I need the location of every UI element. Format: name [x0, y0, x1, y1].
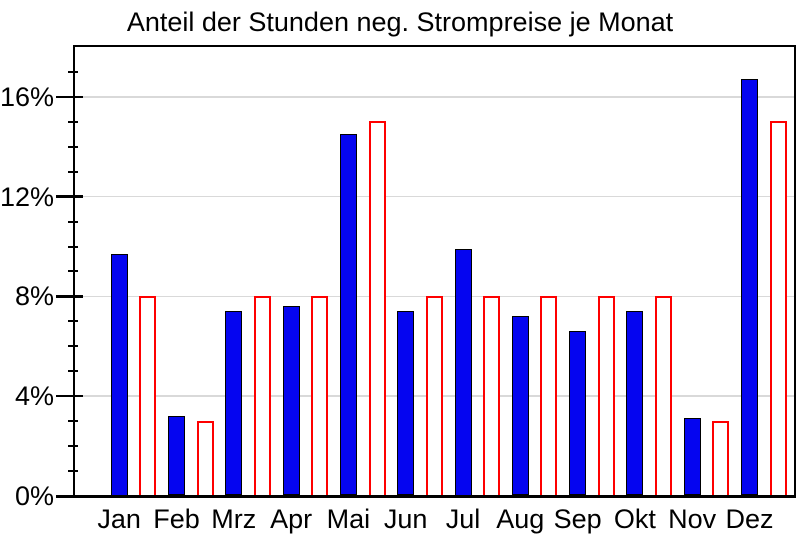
- bar-feb-red-outline: [196, 420, 214, 498]
- x-tick-label-mai: Mai: [326, 504, 371, 534]
- y-tick-minor-15: [68, 120, 78, 123]
- y-tick-major-12: [56, 195, 83, 198]
- bar-mai-blue-solid: [339, 133, 357, 496]
- y-tick-minor-17: [68, 70, 78, 73]
- x-tick-label-aug: Aug: [496, 504, 545, 534]
- y-tick-minor-13: [68, 170, 78, 173]
- x-tick-label-feb: Feb: [153, 504, 200, 534]
- bar-jun-red-outline: [425, 295, 443, 498]
- x-tick-label-apr: Apr: [270, 504, 313, 534]
- bar-jun-blue-solid: [397, 310, 415, 496]
- bar-dez-blue-solid: [741, 78, 758, 496]
- bar-mai-red-outline: [368, 121, 386, 498]
- y-tick-minor-5: [68, 370, 78, 373]
- bar-dez-red-outline: [769, 121, 787, 498]
- bar-nov-blue-solid: [683, 418, 701, 496]
- y-tick-minor-6: [68, 345, 78, 348]
- bar-apr-red-outline: [311, 295, 329, 498]
- chart-title: Anteil der Stunden neg. Strompreise je M…: [126, 7, 674, 37]
- y-tick-major-4: [56, 394, 83, 398]
- bar-okt-red-outline: [655, 295, 672, 498]
- bar-feb-blue-solid: [168, 415, 185, 496]
- x-tick-label-jul: Jul: [445, 504, 481, 534]
- x-tick-label-jan: Jan: [97, 504, 141, 534]
- bar-sep-blue-solid: [569, 330, 587, 496]
- y-tick-label-8: 8%: [14, 281, 54, 312]
- y-tick-major-0: [56, 494, 83, 498]
- bar-aug-blue-solid: [511, 315, 529, 496]
- bar-okt-blue-solid: [626, 310, 644, 496]
- y-tick-minor-7: [68, 320, 78, 323]
- bar-jul-red-outline: [483, 295, 501, 498]
- y-tick-major-8: [56, 295, 83, 298]
- x-tick-label-mrz: Mrz: [211, 504, 257, 534]
- y-tick-minor-2: [68, 445, 78, 448]
- x-tick-label-jun: Jun: [383, 504, 428, 534]
- gridline-16pct: [76, 96, 794, 98]
- x-tick-label-okt: Okt: [613, 504, 656, 534]
- y-tick-minor-10: [68, 245, 78, 248]
- x-tick-label-sep: Sep: [553, 504, 602, 534]
- gridline-12pct: [76, 195, 794, 198]
- x-tick-label-nov: Nov: [668, 504, 717, 534]
- y-tick-minor-3: [68, 420, 78, 423]
- y-tick-minor-1: [68, 470, 78, 473]
- y-tick-label-4: 4%: [14, 381, 54, 412]
- bar-mrz-red-outline: [253, 295, 271, 498]
- y-tick-label-0: 0%: [14, 481, 54, 511]
- y-tick-major-16: [56, 95, 83, 99]
- x-axis-line: [56, 494, 796, 498]
- y-tick-minor-14: [68, 145, 78, 148]
- bar-jan-blue-solid: [110, 253, 128, 496]
- bar-nov-red-outline: [712, 420, 730, 498]
- bar-mrz-blue-solid: [225, 310, 243, 496]
- y-tick-label-12: 12%: [0, 181, 55, 212]
- x-tick-label-dez: Dez: [725, 504, 774, 534]
- bar-jul-blue-solid: [454, 248, 472, 496]
- y-tick-minor-9: [68, 270, 78, 273]
- y-tick-minor-11: [68, 220, 78, 223]
- bar-sep-red-outline: [597, 295, 615, 498]
- bar-apr-blue-solid: [282, 305, 300, 496]
- bar-jan-red-outline: [139, 295, 157, 498]
- y-tick-label-16: 16%: [0, 81, 55, 112]
- bar-aug-red-outline: [540, 295, 558, 498]
